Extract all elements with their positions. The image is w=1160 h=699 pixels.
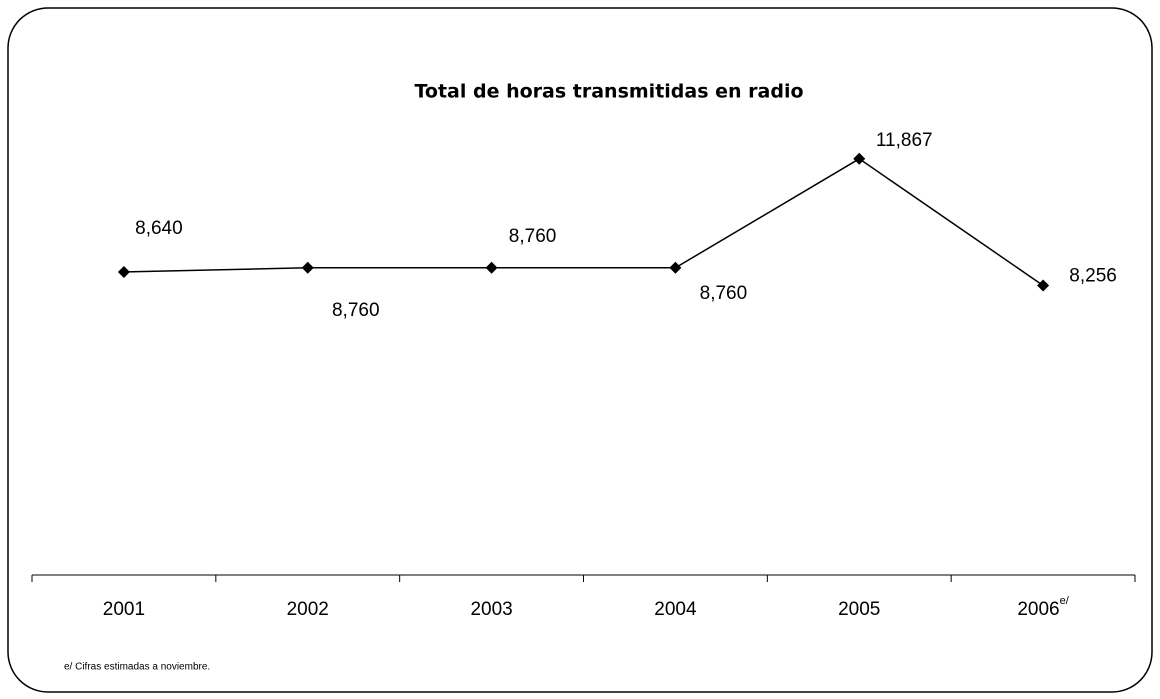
- point: [301, 261, 314, 274]
- line: [123, 157, 1044, 287]
- x-tick-superscript: e/: [1060, 595, 1070, 607]
- value-label: 11,867: [876, 130, 933, 151]
- point: [1037, 279, 1050, 292]
- x-tick-label: 2003: [470, 599, 512, 620]
- footnote: e/ Cifras estimadas a noviembre.: [64, 662, 210, 673]
- x-tick-text: 2002: [287, 599, 329, 620]
- point: [485, 261, 498, 274]
- x-tick-text: 2006: [1017, 599, 1059, 620]
- chart-title: Total de horas transmitidas en radio: [414, 81, 803, 103]
- x-tick-label: 2004: [654, 599, 697, 620]
- chart-frame: [7, 7, 1153, 693]
- value-label: 8,760: [700, 283, 748, 304]
- value-label: 8,760: [509, 226, 557, 247]
- x-tick-label: 2005: [838, 599, 880, 620]
- value-label: 8,256: [1069, 265, 1117, 286]
- value-label: 8,760: [332, 300, 380, 321]
- x-tick-text: 2005: [838, 599, 880, 620]
- x-tick-label: 2002: [287, 599, 329, 620]
- x-tick-label: 2001: [103, 599, 145, 620]
- point: [117, 265, 130, 278]
- x-tick-text: 2003: [470, 599, 512, 620]
- x-tick-text: 2004: [654, 599, 697, 620]
- value-label: 8,640: [135, 218, 183, 239]
- x-tick-label: 2006e/: [1017, 595, 1069, 620]
- point: [853, 152, 866, 165]
- x-tick-text: 2001: [103, 599, 145, 620]
- point: [669, 261, 682, 274]
